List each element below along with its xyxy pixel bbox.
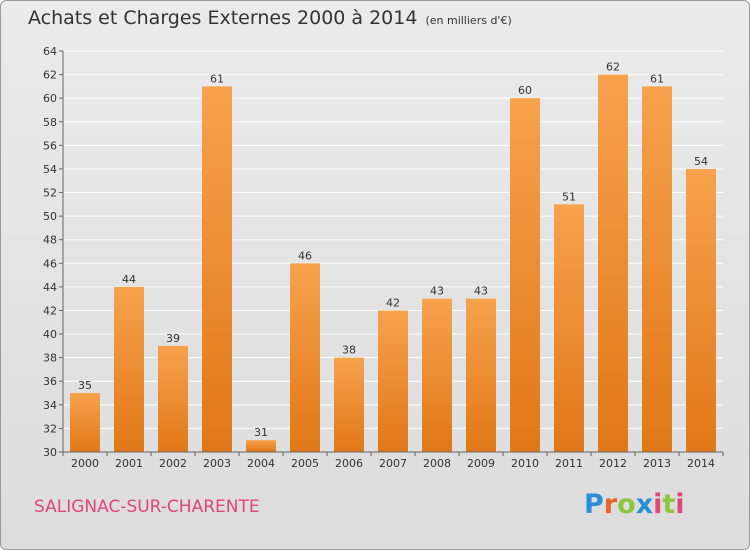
y-tick-label: 38 bbox=[43, 352, 57, 365]
data-label: 62 bbox=[606, 61, 620, 74]
y-tick-label: 36 bbox=[43, 375, 57, 388]
data-label: 46 bbox=[298, 249, 312, 262]
chart-unit: (en milliers d'€) bbox=[425, 14, 512, 27]
data-label: 43 bbox=[474, 285, 488, 298]
logo-letter: o bbox=[617, 489, 636, 520]
commune-name: SALIGNAC-SUR-CHARENTE bbox=[34, 497, 260, 517]
y-tick-label: 64 bbox=[43, 45, 57, 58]
bar-2005 bbox=[290, 263, 320, 452]
y-tick-label: 34 bbox=[43, 399, 57, 412]
logo-letter: i bbox=[653, 489, 663, 520]
bar-2008 bbox=[422, 298, 452, 452]
y-tick-label: 58 bbox=[43, 116, 57, 129]
y-tick-label: 44 bbox=[43, 281, 57, 294]
data-label: 44 bbox=[122, 273, 136, 286]
bar-2001 bbox=[114, 286, 144, 452]
x-tick-label: 2002 bbox=[159, 457, 187, 470]
bar-2011 bbox=[554, 204, 584, 452]
y-tick-label: 46 bbox=[43, 257, 57, 270]
bar-2006 bbox=[334, 357, 364, 452]
bar-2014 bbox=[686, 168, 716, 453]
x-tick-label: 2006 bbox=[335, 457, 363, 470]
y-tick-label: 52 bbox=[43, 187, 57, 200]
bar-2012 bbox=[598, 74, 628, 453]
x-tick-label: 2000 bbox=[71, 457, 99, 470]
data-label: 51 bbox=[562, 190, 576, 203]
bar-2000 bbox=[70, 393, 100, 452]
data-label: 35 bbox=[78, 379, 92, 392]
bar-2013 bbox=[642, 86, 672, 452]
y-tick-label: 40 bbox=[43, 328, 57, 341]
logo-letter: i bbox=[675, 489, 685, 520]
x-tick-label: 2004 bbox=[247, 457, 275, 470]
y-tick-label: 50 bbox=[43, 210, 57, 223]
x-tick-label: 2003 bbox=[203, 457, 231, 470]
data-label: 54 bbox=[694, 155, 708, 168]
y-tick-label: 62 bbox=[43, 69, 57, 82]
logo-letter: P bbox=[584, 489, 604, 520]
bar-2002 bbox=[158, 345, 188, 452]
data-label: 60 bbox=[518, 84, 532, 97]
y-tick-label: 42 bbox=[43, 304, 57, 317]
data-label: 61 bbox=[650, 72, 664, 85]
chart-title-text: Achats et Charges Externes 2000 à 2014 bbox=[28, 7, 418, 29]
bar-2004 bbox=[246, 440, 276, 452]
data-label: 38 bbox=[342, 344, 356, 357]
logo-letter: r bbox=[603, 489, 618, 520]
x-tick-label: 2011 bbox=[555, 457, 583, 470]
proxiti-logo: Proxiti bbox=[584, 489, 685, 520]
bar-2003 bbox=[202, 86, 232, 452]
logo-letter: x bbox=[635, 489, 654, 520]
y-tick-label: 48 bbox=[43, 234, 57, 247]
x-tick-label: 2009 bbox=[467, 457, 495, 470]
bar-2007 bbox=[378, 310, 408, 452]
x-tick-label: 2007 bbox=[379, 457, 407, 470]
x-tick-label: 2008 bbox=[423, 457, 451, 470]
x-tick-label: 2010 bbox=[511, 457, 539, 470]
y-tick-label: 54 bbox=[43, 163, 57, 176]
chart-title: Achats et Charges Externes 2000 à 2014 (e… bbox=[28, 7, 512, 29]
y-tick-label: 56 bbox=[43, 139, 57, 152]
bar-2009 bbox=[466, 298, 496, 452]
x-tick-label: 2005 bbox=[291, 457, 319, 470]
y-tick-label: 60 bbox=[43, 92, 57, 105]
bar-2010 bbox=[510, 98, 540, 453]
data-label: 31 bbox=[254, 426, 268, 439]
data-label: 42 bbox=[386, 296, 400, 309]
x-tick-label: 2012 bbox=[599, 457, 627, 470]
data-label: 61 bbox=[210, 72, 224, 85]
x-tick-label: 2014 bbox=[687, 457, 715, 470]
y-tick-label: 32 bbox=[43, 422, 57, 435]
x-tick-label: 2013 bbox=[643, 457, 671, 470]
logo-letter: t bbox=[662, 489, 676, 520]
data-label: 39 bbox=[166, 332, 180, 345]
data-label: 43 bbox=[430, 285, 444, 298]
y-tick-label: 30 bbox=[43, 446, 57, 459]
x-tick-label: 2001 bbox=[115, 457, 143, 470]
